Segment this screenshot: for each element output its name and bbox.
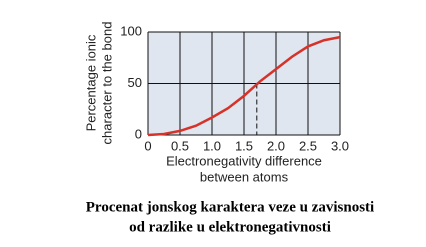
x-tick-label: 1.5 (235, 138, 253, 153)
y-tick-label: 100 (120, 23, 142, 38)
x-tick-label: 0.5 (171, 138, 189, 153)
y-tick-label: 50 (128, 75, 142, 90)
x-tick-label: 1.0 (203, 138, 221, 153)
y-axis-label: Percentage ionic (83, 34, 98, 131)
caption: Procenat jonskog karaktera veze u zavisn… (86, 199, 374, 215)
data-line (147, 35, 341, 137)
caption: od razlike u elektronegativnosti (129, 219, 331, 235)
x-tick-label: 3.0 (331, 138, 349, 153)
x-tick-label: 0 (144, 138, 151, 153)
x-tick-label: 2.0 (267, 138, 285, 153)
x-axis-label: Electronegativity difference (166, 153, 322, 168)
y-tick-label: 0 (135, 126, 142, 141)
x-tick-label: 2.5 (299, 138, 317, 153)
x-axis-label: between atoms (200, 169, 289, 184)
y-axis-label: character to the bond (99, 22, 114, 145)
